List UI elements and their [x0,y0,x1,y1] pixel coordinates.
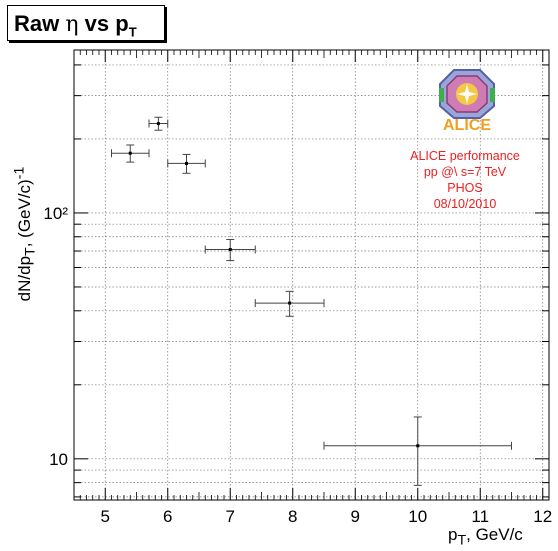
x-tick-label: 5 [101,507,110,526]
point-marker [185,161,188,165]
annotation-line: PHOS [447,181,483,195]
data-points [111,116,512,486]
point-marker [156,122,160,126]
y-tick-label: 10² [43,204,68,223]
annotation-line: ALICE performance [410,149,520,163]
y-axis-label: dN/dpT, (GeV/c)-1 [11,166,39,302]
x-tick-label: 9 [351,507,360,526]
chart-title: Raw η vs pT [7,5,165,41]
x-tick-label: 6 [163,507,172,526]
data-point [254,290,325,317]
data-point [111,144,150,163]
x-tick-label: 8 [288,507,297,526]
y-tick-label: 10 [49,450,68,469]
alice-logo-text: ALICE [443,117,491,132]
annotation-line: 08/10/2010 [433,197,497,211]
data-point [167,153,206,174]
data-point [148,116,169,131]
x-axis-label: pT, GeV/c [448,525,523,549]
point-marker [416,444,420,448]
point-marker [288,301,292,305]
x-tick-label: 7 [226,507,235,526]
data-point [323,416,512,486]
x-tick-label: 11 [471,507,489,526]
performance-annotation: ALICE performance pp @\ s=7 TeV PHOS 08/… [390,148,540,212]
tick-labels: 5 6 7 8 9 10 11 12 10 10² [43,204,552,526]
x-tick-label: 12 [533,507,552,526]
point-marker [128,151,132,155]
alice-logo-icon: ALICE [436,68,498,134]
annotation-line: pp @\ s=7 TeV [423,165,507,179]
axis-ticks [74,50,550,500]
data-point [204,238,256,262]
x-tick-label: 10 [408,507,427,526]
point-marker [228,248,232,252]
